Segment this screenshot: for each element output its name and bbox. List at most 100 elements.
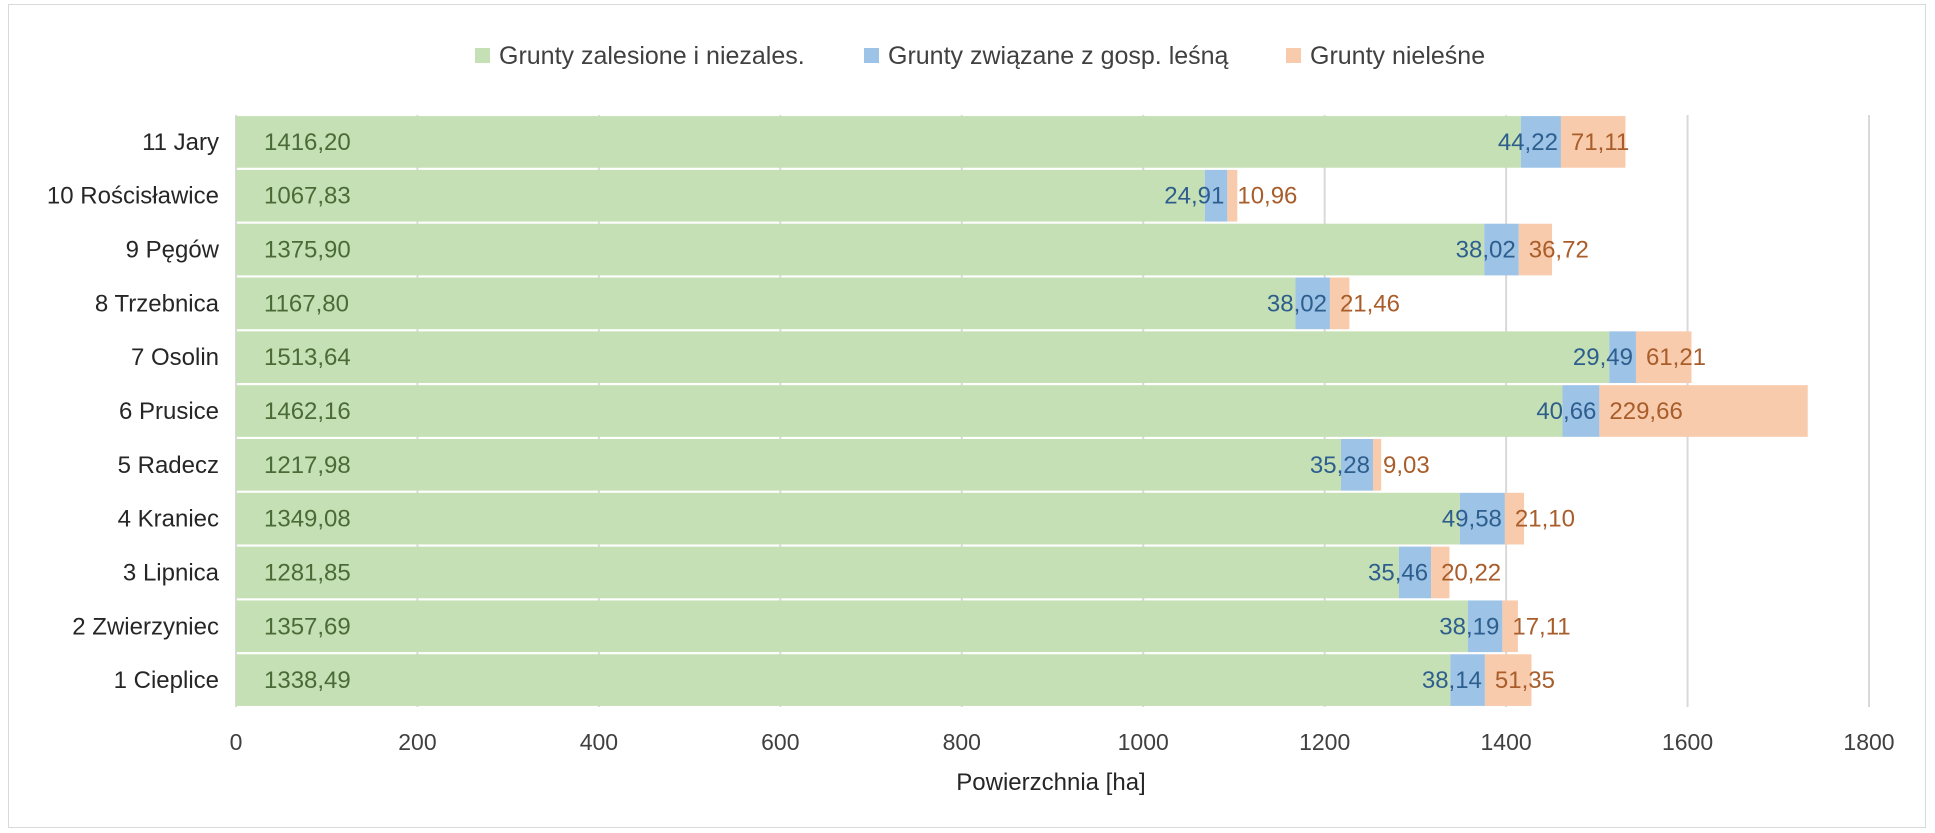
category-labels: 11 Jary 10 Rościsławice 9 Pęgów 8 Trzebnica… [47, 129, 220, 694]
data-label-series-1: 1338,49 [264, 667, 351, 694]
data-label-series-2: 24,91 [1164, 183, 1224, 210]
data-label-series-3: 21,46 [1340, 290, 1400, 317]
bar-segment-series-2 [1562, 385, 1600, 437]
bar-segment-series-3 [1599, 385, 1808, 437]
bar-segment-series-3 [1518, 223, 1553, 276]
data-label-series-1: 1462,16 [264, 398, 351, 425]
data-label-series-3: 10,96 [1237, 183, 1297, 210]
legend: Grunty zalesione i niezales. Grunty związ… [475, 42, 1485, 70]
legend-swatch-series-3 [1286, 48, 1301, 63]
data-label-series-3: 17,11 [1512, 613, 1570, 640]
bar-segment-series-2 [1295, 277, 1330, 330]
bar-segment-series-2 [1467, 600, 1503, 653]
data-label-series-3: 21,10 [1515, 506, 1575, 533]
category-label: 11 Jary [142, 129, 219, 156]
stacked-bar-chart: 1416,20 44,22 71,11 1067,83 24,91 10,96 1375,9… [47, 42, 1895, 796]
bar-segment-series-1 [236, 277, 1296, 330]
chart-frame: 1416,20 44,22 71,11 1067,83 24,91 10,96 1375,9… [8, 4, 1926, 828]
bar-segment-series-1 [236, 116, 1521, 168]
bar-segment-series-2 [1340, 438, 1373, 491]
legend-swatch-series-2 [864, 48, 879, 63]
x-tick-label: 1800 [1843, 729, 1894, 755]
bar-segment-series-1 [236, 331, 1610, 384]
bar-segment-series-3 [1329, 277, 1350, 330]
bar-segment-series-3 [1635, 331, 1692, 384]
x-axis-title: Powierzchnia [ha] [956, 769, 1145, 796]
bar-segment-series-3 [1431, 546, 1450, 599]
bar-segment-series-3 [1504, 492, 1525, 545]
bar-segment-series-3 [1227, 169, 1238, 222]
category-label: 1 Cieplice [114, 667, 219, 694]
category-label: 6 Prusice [119, 398, 219, 425]
data-label-series-2: 38,02 [1456, 237, 1516, 264]
data-label-series-1: 1349,08 [264, 506, 351, 533]
bar-segment-series-1 [236, 385, 1563, 437]
data-label-series-2: 29,49 [1573, 344, 1633, 371]
data-label-series-3: 9,03 [1383, 452, 1430, 479]
data-label-series-2: 38,19 [1439, 613, 1499, 640]
bars [236, 116, 1808, 706]
data-label-series-2: 35,46 [1368, 559, 1428, 586]
x-tick-label: 600 [761, 729, 799, 755]
data-label-series-1: 1375,90 [264, 237, 351, 264]
category-label: 8 Trzebnica [95, 290, 220, 317]
data-label-series-2: 35,28 [1310, 452, 1370, 479]
category-label: 5 Radecz [118, 452, 219, 479]
x-tick-label: 1000 [1118, 729, 1169, 755]
data-label-series-3: 51,35 [1495, 667, 1555, 694]
data-labels: 1416,20 44,22 71,11 1067,83 24,91 10,96 1375,9… [264, 129, 1706, 694]
category-label: 10 Rościsławice [47, 183, 219, 210]
data-label-series-3: 61,21 [1646, 344, 1706, 371]
data-label-series-2: 38,02 [1267, 290, 1327, 317]
data-label-series-1: 1067,83 [264, 183, 351, 210]
x-tick-label: 1400 [1481, 729, 1532, 755]
x-tick-label: 200 [398, 729, 436, 755]
bar-segment-series-2 [1450, 654, 1485, 706]
bar-segment-series-1 [236, 546, 1399, 599]
data-label-series-1: 1281,85 [264, 559, 351, 586]
bar-segment-series-1 [236, 600, 1468, 653]
x-tick-label: 0 [230, 729, 243, 755]
category-label: 3 Lipnica [123, 559, 220, 586]
bar-segment-series-2 [1484, 223, 1519, 276]
category-label: 7 Osolin [131, 344, 219, 371]
legend-swatch-series-1 [475, 48, 490, 63]
bar-segment-series-1 [236, 223, 1485, 276]
data-label-series-2: 44,22 [1498, 129, 1558, 156]
category-label: 9 Pęgów [126, 237, 220, 264]
x-tick-label: 1200 [1299, 729, 1350, 755]
data-label-series-2: 49,58 [1442, 506, 1502, 533]
data-label-series-3: 71,11 [1571, 129, 1629, 156]
bar-segment-series-3 [1502, 600, 1518, 653]
x-tick-label: 800 [943, 729, 981, 755]
bar-segment-series-1 [236, 654, 1451, 706]
bar-segment-series-1 [236, 169, 1205, 222]
bar-segment-series-2 [1459, 492, 1505, 545]
legend-label-series-1: Grunty zalesione i niezales. [499, 42, 805, 70]
data-label-series-3: 20,22 [1441, 559, 1501, 586]
category-label: 4 Kraniec [118, 506, 219, 533]
bar-segment-series-3 [1484, 654, 1532, 706]
x-tick-label: 1600 [1662, 729, 1713, 755]
category-label: 2 Zwierzyniec [72, 613, 219, 640]
data-label-series-1: 1416,20 [264, 129, 351, 156]
x-tick-label: 400 [580, 729, 618, 755]
bar-segment-series-2 [1398, 546, 1432, 599]
bar-segment-series-1 [236, 438, 1341, 491]
legend-label-series-2: Grunty związane z gosp. leśną [888, 42, 1229, 70]
data-label-series-3: 229,66 [1609, 398, 1682, 425]
bar-segment-series-2 [1520, 116, 1561, 168]
data-label-series-1: 1513,64 [264, 344, 351, 371]
bar-segment-series-3 [1560, 116, 1626, 168]
data-label-series-2: 40,66 [1536, 398, 1596, 425]
data-label-series-2: 38,14 [1422, 667, 1482, 694]
data-label-series-1: 1357,69 [264, 613, 351, 640]
data-label-series-3: 36,72 [1529, 237, 1589, 264]
x-tick-labels: 0 200 400 600 800 1000 1200 1400 1600 1800 [230, 729, 1895, 755]
bar-segment-series-3 [1372, 438, 1382, 491]
bar-segment-series-2 [1204, 169, 1228, 222]
data-label-series-1: 1167,80 [264, 290, 349, 317]
legend-label-series-3: Grunty nieleśne [1310, 42, 1485, 70]
bar-segment-series-2 [1609, 331, 1636, 384]
bar-segment-series-1 [236, 492, 1460, 545]
